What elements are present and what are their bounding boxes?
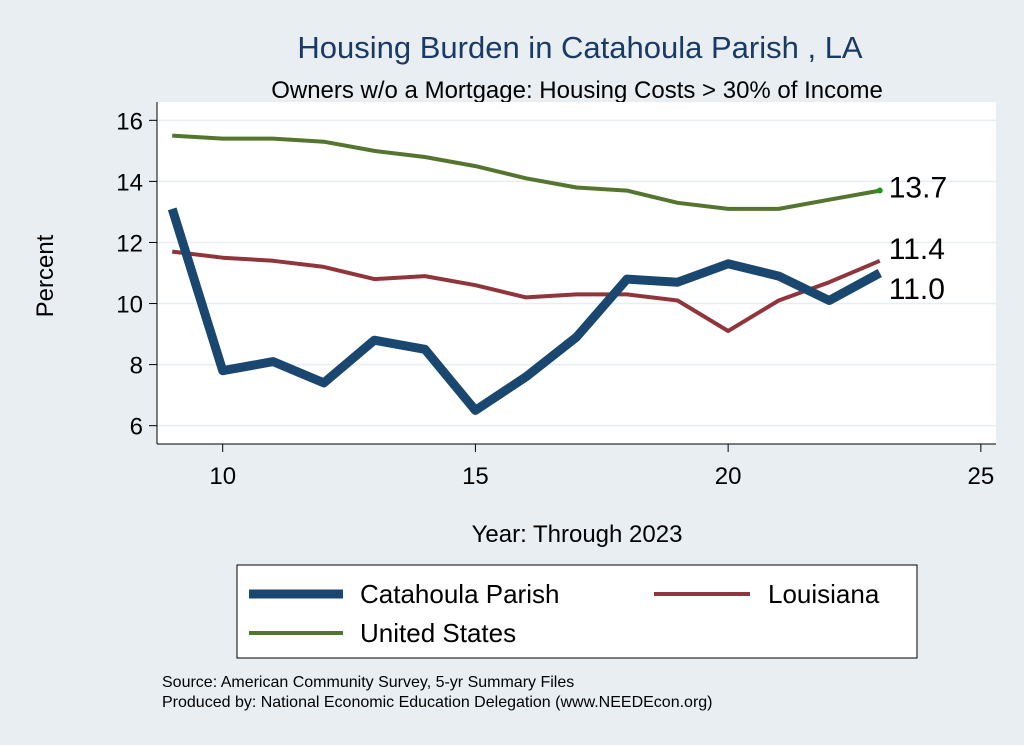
y-tick-label: 16 [116, 108, 143, 135]
y-tick-label: 6 [130, 414, 143, 441]
y-tick-label: 12 [116, 230, 143, 257]
x-tick-label: 25 [967, 463, 994, 490]
chart-title: Housing Burden in Catahoula Parish , LA [297, 30, 863, 65]
x-tick-label: 15 [462, 463, 489, 490]
plot-area [157, 102, 996, 444]
series-lines [167, 133, 882, 415]
y-axis-title: Percent [32, 234, 59, 317]
series-line-united-states [172, 133, 881, 211]
source-note: Source: American Community Survey, 5-yr … [162, 674, 574, 691]
grid-lines [157, 119, 996, 427]
y-tick-label: 10 [116, 292, 143, 319]
y-tick-label: 14 [116, 169, 143, 196]
end-labels: 13.7 11.4 11.0 [876, 172, 947, 306]
legend-label-united-states: United States [360, 618, 516, 648]
axes: 6 8 10 12 14 16 10 15 20 25 [116, 102, 996, 490]
x-tick-label: 20 [715, 463, 742, 490]
x-tick-label: 10 [209, 463, 236, 490]
produced-note: Produced by: National Economic Education… [162, 694, 713, 711]
series-line-louisiana [171, 249, 881, 333]
end-marker-united-states [876, 187, 883, 194]
legend-box [236, 564, 918, 659]
end-label-united-states: 13.7 [889, 172, 947, 205]
series-line-catahoula-parish [167, 207, 882, 415]
end-label-catahoula-parish: 11.0 [889, 273, 945, 306]
x-axis-title: Year: Through 2023 [472, 521, 683, 548]
y-tick-label: 8 [130, 353, 143, 380]
legend-label-louisiana: Louisiana [768, 579, 880, 609]
legend-label-catahoula-parish: Catahoula Parish [360, 579, 559, 609]
chart-subtitle: Owners w/o a Mortgage: Housing Costs > 3… [271, 77, 883, 104]
legend: Catahoula Parish Louisiana United States [236, 564, 918, 659]
end-label-louisiana: 11.4 [889, 233, 945, 266]
